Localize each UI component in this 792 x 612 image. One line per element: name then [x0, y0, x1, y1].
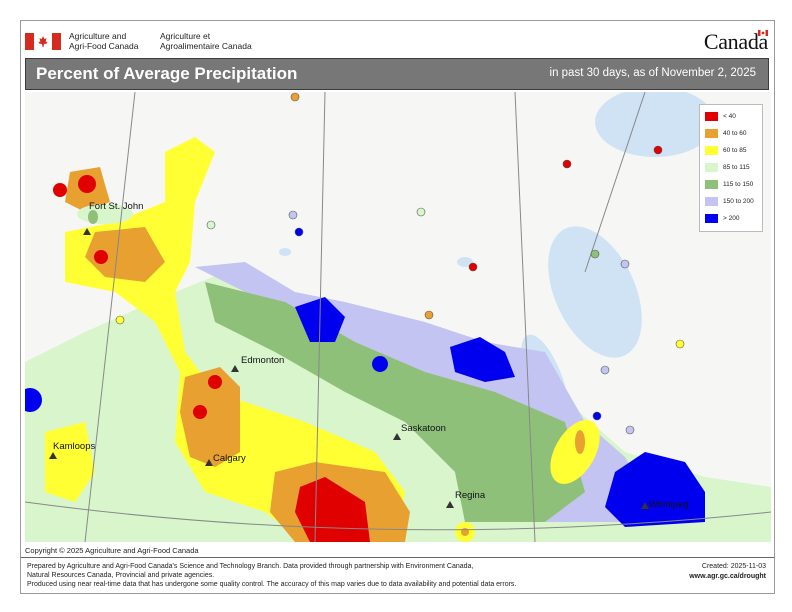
org-en-line1: Agriculture and	[69, 31, 127, 41]
canada-wordmark: Canada	[704, 29, 768, 55]
city-label-saskatoon: Saskatoon	[401, 423, 446, 434]
legend-item: > 200	[705, 214, 765, 226]
legend-label: 85 to 115	[723, 164, 750, 171]
legend-label: 60 to 85	[723, 147, 747, 154]
legend-label: > 200	[723, 215, 740, 222]
created-info: Created: 2025-11-03 www.agr.gc.ca/drough…	[689, 562, 766, 582]
wordmark-text: Canada	[703, 29, 768, 54]
footer-line-3: Produced using near real-time data that …	[27, 581, 517, 588]
footer-notes: Prepared by Agriculture and Agri-Food Ca…	[27, 562, 516, 589]
city-label-fort-st-john: Fort St. John	[89, 201, 144, 212]
title-bar: Percent of Average Precipitation in past…	[25, 58, 769, 90]
city-label-winnipeg: Winnipeg	[649, 499, 689, 510]
mini-flag-icon	[758, 30, 768, 36]
header: Agriculture and Agri-Food Canada Agricul…	[21, 21, 774, 59]
legend-item: 115 to 150	[705, 180, 765, 192]
precip-regions	[25, 137, 771, 542]
legend-label: 40 to 60	[723, 130, 747, 137]
legend-item: 40 to 60	[705, 129, 765, 141]
map-graphic	[25, 92, 771, 542]
org-fr-line1: Agriculture et	[160, 31, 211, 41]
city-label-regina: Regina	[455, 490, 486, 501]
map-title: Percent of Average Precipitation	[36, 64, 298, 83]
province-borders	[25, 92, 771, 542]
legend-swatch	[705, 112, 718, 121]
footer-divider	[21, 557, 774, 558]
legend-item: 85 to 115	[705, 163, 765, 175]
legend-item: 60 to 85	[705, 146, 765, 158]
map-subtitle: in past 30 days, as of November 2, 2025	[549, 67, 756, 79]
copyright-text: Copyright © 2025 Agriculture and Agri-Fo…	[25, 546, 199, 555]
canada-flag-icon	[25, 33, 61, 50]
legend-label: 150 to 200	[723, 198, 754, 205]
precipitation-map: Fort St. John Edmonton Kamloops Calgary …	[25, 92, 771, 542]
created-date: Created: 2025-11-03	[701, 563, 766, 570]
map-frame: Agriculture and Agri-Food Canada Agricul…	[20, 20, 775, 594]
source-url[interactable]: www.agr.gc.ca/drought	[689, 573, 766, 580]
legend-swatch	[705, 163, 718, 172]
org-fr-line2: Agroalimentaire Canada	[160, 41, 252, 51]
legend-label: < 40	[723, 113, 736, 120]
org-name-french: Agriculture et Agroalimentaire Canada	[160, 31, 252, 51]
legend-swatch	[705, 214, 718, 223]
footer-line-2: Natural Resources Canada, Provincial and…	[27, 572, 215, 579]
legend-item: 150 to 200	[705, 197, 765, 209]
legend-label: 115 to 150	[723, 181, 754, 188]
station-markers	[115, 92, 685, 435]
city-label-edmonton: Edmonton	[241, 355, 285, 366]
legend: < 40 40 to 60 60 to 85 85 to 115 115 to …	[699, 104, 763, 232]
city-label-kamloops: Kamloops	[53, 441, 96, 452]
city-markers	[49, 228, 649, 509]
legend-swatch	[705, 180, 718, 189]
city-label-calgary: Calgary	[213, 453, 246, 464]
legend-swatch	[705, 129, 718, 138]
org-name-english: Agriculture and Agri-Food Canada	[69, 31, 138, 51]
legend-swatch	[705, 197, 718, 206]
org-en-line2: Agri-Food Canada	[69, 41, 139, 51]
legend-item: < 40	[705, 112, 765, 124]
footer-line-1: Prepared by Agriculture and Agri-Food Ca…	[27, 563, 474, 570]
legend-swatch	[705, 146, 718, 155]
